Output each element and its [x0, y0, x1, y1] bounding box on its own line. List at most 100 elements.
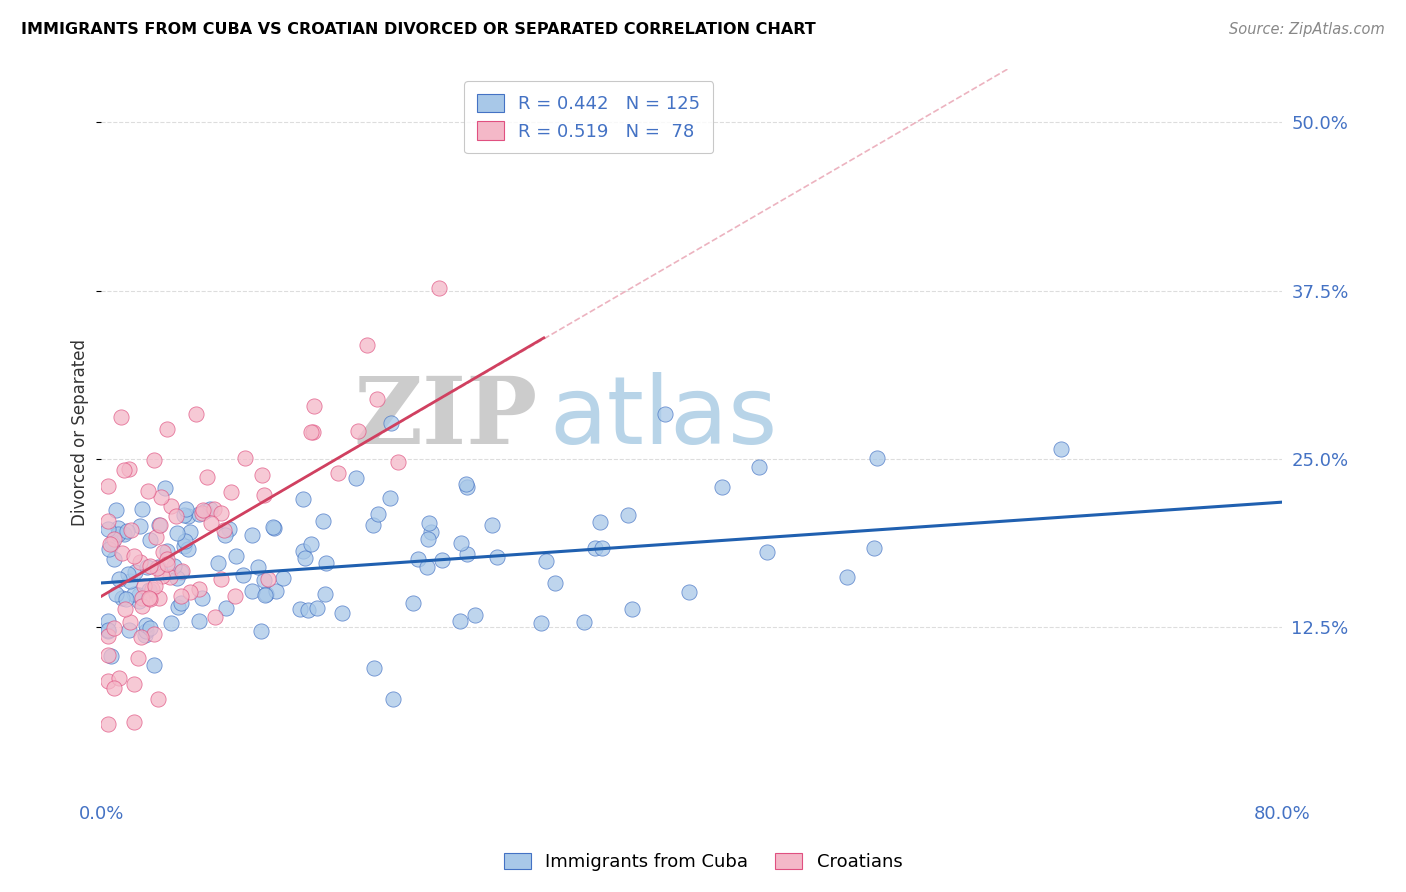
Point — [387, 455, 409, 469]
Point — [366, 392, 388, 407]
Point — [146, 692, 169, 706]
Point — [156, 557, 179, 571]
Point — [356, 338, 378, 352]
Point — [198, 502, 221, 516]
Point — [380, 416, 402, 430]
Point — [195, 470, 218, 484]
Point — [135, 618, 157, 632]
Point — [124, 565, 146, 579]
Point — [170, 596, 193, 610]
Point — [143, 626, 166, 640]
Point — [97, 522, 120, 536]
Point — [591, 541, 613, 556]
Point — [97, 514, 120, 528]
Point — [711, 480, 734, 494]
Point — [136, 483, 159, 498]
Point — [107, 671, 129, 685]
Legend: Immigrants from Cuba, Croatians: Immigrants from Cuba, Croatians — [496, 846, 910, 879]
Point — [288, 602, 311, 616]
Point — [617, 508, 640, 522]
Point — [572, 615, 595, 629]
Point — [145, 530, 167, 544]
Point — [654, 408, 676, 422]
Point — [418, 516, 440, 530]
Point — [118, 624, 141, 638]
Point — [97, 629, 120, 643]
Point — [135, 559, 157, 574]
Point — [148, 591, 170, 605]
Point — [449, 614, 471, 628]
Point — [621, 602, 644, 616]
Point — [254, 587, 277, 601]
Point — [312, 515, 335, 529]
Point — [214, 528, 236, 542]
Point — [107, 521, 129, 535]
Text: Source: ZipAtlas.com: Source: ZipAtlas.com — [1229, 22, 1385, 37]
Point — [314, 587, 336, 601]
Point — [188, 582, 211, 596]
Point — [156, 544, 179, 558]
Point — [169, 589, 191, 603]
Point — [250, 624, 273, 638]
Point — [138, 559, 160, 574]
Point — [172, 564, 194, 578]
Point — [866, 451, 889, 466]
Point — [107, 572, 129, 586]
Point — [149, 490, 172, 504]
Point — [128, 555, 150, 569]
Point — [427, 281, 450, 295]
Point — [209, 572, 232, 586]
Point — [544, 575, 567, 590]
Point — [294, 551, 316, 566]
Point — [326, 466, 349, 480]
Point — [292, 544, 315, 558]
Point — [139, 622, 162, 636]
Point — [297, 603, 319, 617]
Point — [97, 673, 120, 688]
Point — [104, 587, 127, 601]
Point — [97, 478, 120, 492]
Point — [103, 532, 125, 546]
Point — [202, 501, 225, 516]
Point — [173, 508, 195, 523]
Point — [240, 528, 263, 542]
Point — [315, 556, 337, 570]
Point — [485, 549, 508, 564]
Point — [112, 462, 135, 476]
Point — [454, 477, 477, 491]
Point — [416, 560, 439, 574]
Point — [174, 502, 197, 516]
Point — [250, 467, 273, 482]
Point — [299, 425, 322, 439]
Point — [225, 549, 247, 564]
Point — [177, 509, 200, 524]
Point — [378, 491, 401, 506]
Point — [179, 585, 201, 599]
Point — [215, 601, 238, 615]
Point — [302, 425, 325, 439]
Point — [212, 523, 235, 537]
Point — [159, 570, 181, 584]
Point — [347, 424, 370, 438]
Point — [135, 624, 157, 638]
Text: ZIP: ZIP — [354, 373, 538, 463]
Point — [330, 607, 353, 621]
Point — [97, 624, 120, 638]
Point — [160, 615, 183, 630]
Point — [131, 591, 153, 605]
Point — [456, 547, 478, 561]
Point — [139, 533, 162, 548]
Y-axis label: Divorced or Separated: Divorced or Separated — [72, 339, 89, 525]
Point — [232, 568, 254, 582]
Point — [194, 504, 217, 518]
Point — [98, 537, 121, 551]
Point — [149, 518, 172, 533]
Point — [100, 648, 122, 663]
Point — [204, 610, 226, 624]
Point — [141, 582, 163, 596]
Point — [233, 450, 256, 465]
Point — [131, 630, 153, 644]
Point — [128, 593, 150, 607]
Point — [344, 471, 367, 485]
Text: atlas: atlas — [550, 372, 778, 464]
